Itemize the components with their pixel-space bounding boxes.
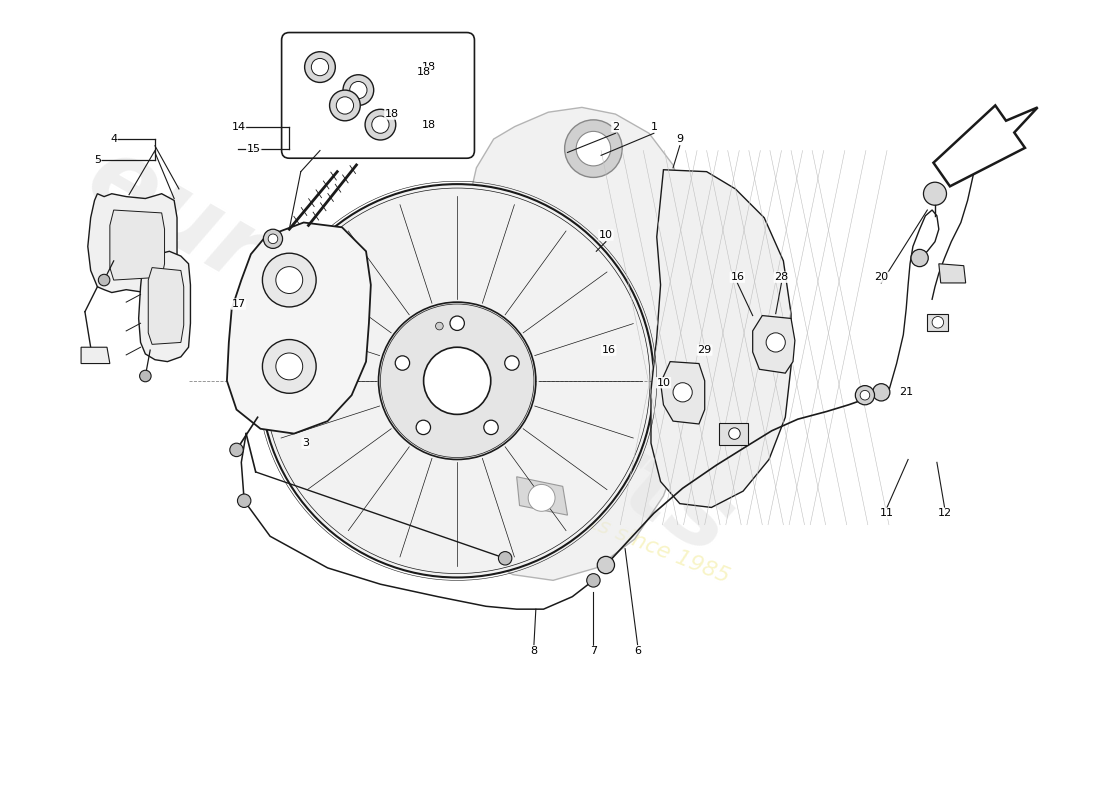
Text: 18: 18 xyxy=(385,109,399,119)
Text: 17: 17 xyxy=(231,299,245,309)
Circle shape xyxy=(330,90,361,121)
Polygon shape xyxy=(88,194,177,293)
Text: 16: 16 xyxy=(602,345,616,355)
Polygon shape xyxy=(148,267,184,344)
Circle shape xyxy=(586,574,601,587)
Polygon shape xyxy=(719,423,748,445)
Polygon shape xyxy=(227,222,371,434)
Polygon shape xyxy=(934,106,1037,186)
Circle shape xyxy=(263,339,316,394)
Circle shape xyxy=(230,443,243,457)
Text: 14: 14 xyxy=(231,122,245,131)
Text: 9: 9 xyxy=(676,134,683,144)
Text: a passion for parts since 1985: a passion for parts since 1985 xyxy=(412,443,732,587)
Circle shape xyxy=(276,353,303,380)
Polygon shape xyxy=(110,210,165,280)
Circle shape xyxy=(911,250,928,266)
Circle shape xyxy=(728,428,740,439)
Circle shape xyxy=(505,356,519,370)
Circle shape xyxy=(484,420,498,434)
Text: 3: 3 xyxy=(302,438,309,448)
Circle shape xyxy=(450,316,464,330)
Text: 28: 28 xyxy=(774,272,789,282)
Polygon shape xyxy=(139,251,190,362)
Text: 6: 6 xyxy=(634,646,641,656)
Text: 7: 7 xyxy=(590,646,597,656)
Circle shape xyxy=(343,74,374,106)
Circle shape xyxy=(673,382,692,402)
Polygon shape xyxy=(661,362,705,424)
Text: 15: 15 xyxy=(246,144,261,154)
Text: 8: 8 xyxy=(530,646,538,656)
Circle shape xyxy=(932,317,944,328)
Circle shape xyxy=(872,384,890,401)
Circle shape xyxy=(856,386,875,405)
Text: 18: 18 xyxy=(417,67,431,77)
Circle shape xyxy=(458,342,534,419)
Circle shape xyxy=(305,52,336,82)
Circle shape xyxy=(276,266,303,294)
Circle shape xyxy=(268,234,278,244)
Circle shape xyxy=(261,184,653,578)
Polygon shape xyxy=(927,314,948,331)
Text: 20: 20 xyxy=(874,272,889,282)
Polygon shape xyxy=(651,170,791,507)
Text: 4: 4 xyxy=(110,134,118,144)
Circle shape xyxy=(766,333,785,352)
Circle shape xyxy=(924,182,946,206)
Circle shape xyxy=(395,356,409,370)
Text: 18: 18 xyxy=(421,120,436,130)
Circle shape xyxy=(350,82,367,98)
Text: 1: 1 xyxy=(650,122,658,131)
Text: eurocarparts: eurocarparts xyxy=(69,128,749,576)
Text: 18: 18 xyxy=(421,62,436,72)
Text: 10: 10 xyxy=(657,378,671,388)
Circle shape xyxy=(416,420,430,434)
Polygon shape xyxy=(938,264,966,283)
Circle shape xyxy=(98,274,110,286)
Circle shape xyxy=(365,110,396,140)
Circle shape xyxy=(372,116,389,134)
Circle shape xyxy=(140,370,151,382)
Polygon shape xyxy=(517,477,568,515)
Circle shape xyxy=(378,302,536,459)
Polygon shape xyxy=(752,315,795,373)
Circle shape xyxy=(424,347,491,414)
Circle shape xyxy=(263,230,283,249)
Circle shape xyxy=(474,360,517,402)
Text: 2: 2 xyxy=(612,122,619,131)
Circle shape xyxy=(311,58,329,76)
Circle shape xyxy=(263,254,316,307)
Circle shape xyxy=(597,556,615,574)
Text: 5: 5 xyxy=(94,155,101,165)
Polygon shape xyxy=(81,347,110,363)
Circle shape xyxy=(576,131,610,166)
Circle shape xyxy=(528,485,556,511)
Circle shape xyxy=(337,97,353,114)
FancyBboxPatch shape xyxy=(282,33,474,158)
Text: 29: 29 xyxy=(697,345,712,355)
Circle shape xyxy=(860,390,870,400)
Text: 21: 21 xyxy=(899,387,913,398)
Circle shape xyxy=(436,322,443,330)
Text: 11: 11 xyxy=(880,508,894,518)
Text: 16: 16 xyxy=(730,272,745,282)
Circle shape xyxy=(498,551,512,565)
Circle shape xyxy=(564,120,623,178)
Text: 12: 12 xyxy=(937,508,952,518)
Polygon shape xyxy=(455,107,698,580)
Circle shape xyxy=(238,494,251,507)
Text: 10: 10 xyxy=(598,230,613,240)
